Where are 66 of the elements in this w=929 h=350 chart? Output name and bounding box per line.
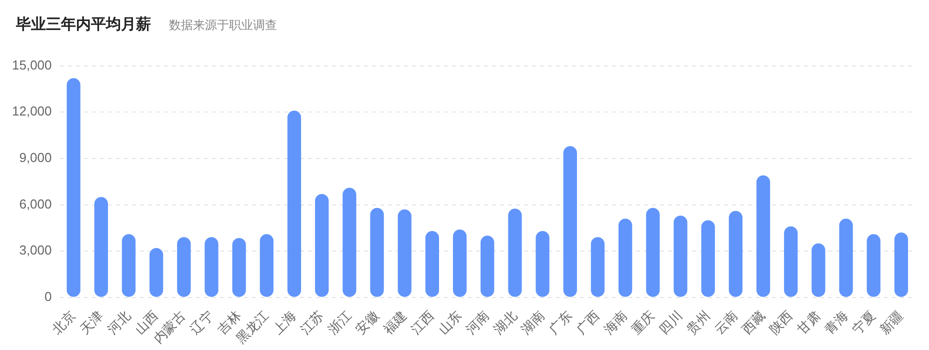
bar: [536, 231, 550, 297]
bar: [674, 216, 688, 297]
bar: [508, 208, 522, 297]
bar: [66, 78, 80, 297]
x-tick-label: 河南: [463, 308, 492, 337]
x-tick-label: 新疆: [876, 308, 906, 337]
bar: [563, 146, 577, 297]
x-tick-label: 浙江: [325, 308, 354, 337]
x-tick-label: 湖南: [518, 308, 548, 337]
x-tick-label: 海南: [600, 308, 630, 337]
x-tick-label: 广西: [573, 308, 602, 337]
x-tick-label: 江西: [408, 308, 437, 337]
bar: [728, 210, 743, 297]
y-tick-label: 15,000: [12, 57, 52, 72]
bar: [812, 243, 826, 297]
bar: [894, 232, 908, 297]
x-tick-label: 甘肃: [794, 308, 824, 337]
bar: [287, 110, 302, 297]
x-tick-label: 青海: [822, 308, 851, 337]
bar: [480, 236, 494, 297]
bar: [784, 226, 798, 297]
x-tick-label: 陕西: [766, 308, 796, 337]
y-tick-label: 0: [44, 288, 52, 304]
y-tick-label: 6,000: [19, 196, 52, 212]
chart-title: 毕业三年内平均月薪: [16, 15, 151, 33]
x-tick-label: 江苏: [298, 308, 326, 337]
bar: [232, 238, 246, 297]
x-tick-label: 湖北: [490, 308, 520, 337]
bar: [701, 220, 715, 297]
bar: [866, 234, 880, 297]
bar: [149, 248, 164, 297]
bar: [342, 188, 356, 297]
bar: [315, 194, 329, 297]
x-tick-label: 上海: [270, 308, 299, 337]
x-tick-label: 山东: [435, 308, 464, 337]
bar: [839, 218, 853, 297]
x-tick-label: 辽宁: [187, 308, 216, 337]
bar: [177, 237, 191, 297]
x-tick-label: 福建: [380, 308, 410, 337]
y-tick-label: 12,000: [12, 104, 52, 119]
bar: [122, 234, 136, 297]
x-tick-label: 安徽: [352, 308, 382, 337]
bar: [646, 208, 660, 297]
bar: [756, 175, 770, 297]
x-tick-label: 宁夏: [849, 308, 878, 337]
x-tick-label: 西藏: [738, 308, 768, 337]
bar: [260, 234, 274, 297]
x-tick-label: 广东: [546, 308, 575, 337]
x-tick-label: 四川: [656, 308, 686, 337]
bar: [425, 231, 440, 297]
y-tick-label: 3,000: [19, 242, 52, 258]
bar: [452, 229, 467, 297]
chart-subtitle: 数据来源于职业调查: [169, 18, 277, 32]
x-tick-label: 贵州: [684, 308, 713, 337]
x-tick-label: 河北: [104, 308, 134, 337]
x-tick-label: 北京: [49, 308, 78, 337]
bar: [370, 208, 384, 297]
bar: [618, 218, 632, 297]
y-tick-label: 9,000: [19, 150, 52, 166]
bar: [94, 197, 108, 297]
bar: [590, 237, 605, 297]
x-tick-label: 重庆: [628, 308, 658, 337]
x-tick-label: 天津: [76, 308, 106, 337]
x-tick-label: 云南: [711, 308, 740, 337]
bar: [204, 237, 218, 297]
bar: [398, 209, 412, 297]
